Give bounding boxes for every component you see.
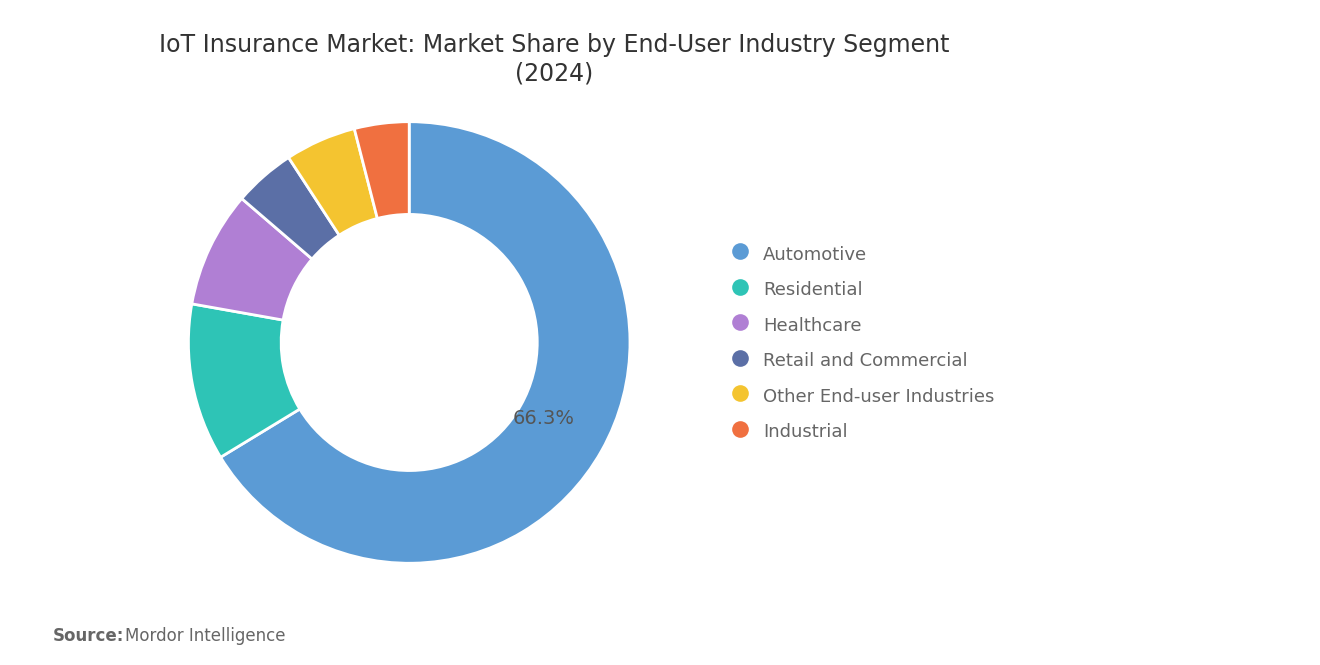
Legend: Automotive, Residential, Healthcare, Retail and Commercial, Other End-user Indus: Automotive, Residential, Healthcare, Ret… [722, 233, 1003, 452]
Wedge shape [354, 122, 409, 218]
Wedge shape [189, 304, 300, 458]
Text: Mordor Intelligence: Mordor Intelligence [125, 627, 286, 645]
Wedge shape [220, 122, 630, 563]
Text: Source:: Source: [53, 627, 124, 645]
Text: IoT Insurance Market: Market Share by End-User Industry Segment
(2024): IoT Insurance Market: Market Share by En… [160, 33, 949, 85]
Wedge shape [191, 199, 312, 320]
Wedge shape [289, 128, 378, 235]
Text: 66.3%: 66.3% [513, 409, 576, 428]
Wedge shape [242, 158, 339, 259]
